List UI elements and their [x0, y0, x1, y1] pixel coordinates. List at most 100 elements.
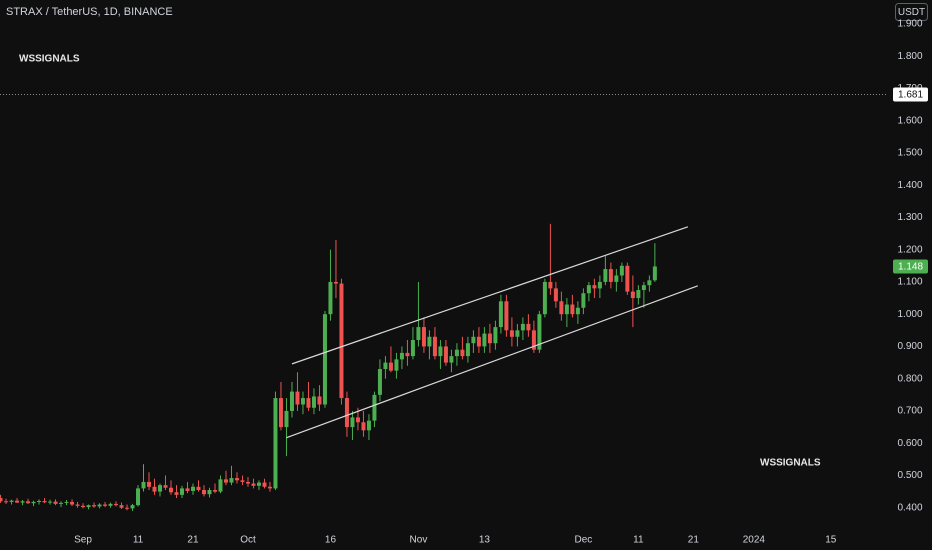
price-line-label: 1.681 — [898, 90, 923, 101]
candle-body — [388, 362, 393, 371]
candle-body — [498, 301, 503, 328]
candle-body — [284, 410, 289, 428]
candle-body — [471, 336, 476, 344]
candle-body — [273, 398, 278, 489]
candle-body — [559, 301, 564, 315]
candle-body — [234, 478, 239, 481]
candle-body — [597, 281, 602, 289]
y-tick-label: 0.400 — [897, 502, 922, 513]
candle-body — [64, 501, 69, 503]
x-tick-label: Dec — [574, 535, 592, 546]
candle-body — [438, 346, 443, 357]
x-tick-label: 16 — [325, 535, 337, 546]
channel-line — [286, 285, 698, 439]
candle-body — [443, 346, 448, 363]
candle-body — [366, 420, 371, 431]
x-tick-label: 2024 — [743, 535, 766, 546]
candle-body — [262, 482, 267, 487]
candle-body — [207, 490, 212, 495]
candle-body — [542, 281, 547, 315]
candle-body — [630, 291, 635, 299]
candle-body — [223, 479, 228, 483]
candle-body — [476, 336, 481, 347]
y-tick-label: 0.700 — [897, 406, 922, 417]
candle-body — [350, 417, 355, 428]
candle-body — [70, 501, 75, 505]
candle-body — [190, 486, 195, 491]
y-tick-label: 0.900 — [897, 341, 922, 352]
y-tick-label: 1.000 — [897, 309, 922, 320]
candle-body — [48, 501, 53, 503]
candle-body — [212, 490, 217, 492]
currency-box[interactable] — [895, 3, 928, 21]
candle-body — [136, 488, 141, 506]
candle-body — [328, 281, 333, 315]
candle-body — [201, 490, 206, 495]
candle-body — [493, 327, 498, 344]
candle-body — [454, 349, 459, 357]
y-tick-label: 1.300 — [897, 212, 922, 223]
candle-body — [37, 500, 42, 502]
x-tick-label: 21 — [187, 535, 199, 546]
y-tick-label: 0.500 — [897, 470, 922, 481]
candle-body — [603, 269, 608, 282]
x-tick-label: Sep — [74, 535, 92, 546]
candle-body — [245, 481, 250, 484]
candle-body — [119, 505, 124, 508]
candle-body — [399, 352, 404, 360]
candle-body — [564, 304, 569, 315]
candle-body — [278, 398, 283, 428]
channel-line — [291, 226, 689, 365]
y-tick-label: 1.100 — [897, 277, 922, 288]
candle-body — [125, 507, 130, 509]
candle-body — [619, 265, 624, 276]
candle-body — [377, 369, 382, 395]
candle-body — [553, 288, 558, 302]
candle-body — [465, 343, 470, 357]
candle-body — [130, 505, 135, 509]
watermark: WSSIGNALS — [19, 54, 80, 65]
candle-body — [179, 488, 184, 495]
candle-body — [295, 391, 300, 405]
candle-body — [537, 314, 542, 350]
x-tick-label: 11 — [133, 535, 144, 546]
candle-body — [592, 285, 597, 289]
candle-body — [92, 505, 97, 507]
candle-body — [355, 417, 360, 423]
candle-body — [103, 504, 108, 506]
candle-body — [449, 356, 454, 363]
candle-body — [504, 301, 509, 331]
candle-body — [81, 505, 86, 508]
candle-body — [487, 333, 492, 344]
price-line-box — [893, 87, 928, 102]
candle-body — [163, 485, 168, 488]
candle-body — [548, 281, 553, 289]
candle-body — [158, 485, 163, 492]
x-tick-label: 11 — [633, 535, 644, 546]
last-price-label: 1.148 — [898, 262, 923, 273]
candle-body — [114, 503, 119, 506]
candle-body — [0, 498, 3, 502]
y-tick-label: 1.800 — [897, 51, 922, 62]
candle-body — [75, 504, 80, 506]
candle-body — [289, 391, 294, 411]
candle-body — [482, 333, 487, 347]
candle-body — [240, 480, 245, 482]
candle-body — [581, 293, 586, 308]
candle-body — [520, 323, 525, 331]
y-tick-label: 1.600 — [897, 115, 922, 126]
watermark: WSSIGNALS — [760, 458, 821, 469]
x-tick-label: 15 — [825, 535, 837, 546]
candle-body — [322, 314, 327, 405]
candle-body — [256, 482, 261, 486]
candle-body — [344, 398, 349, 428]
candle-body — [306, 398, 311, 408]
candle-body — [421, 327, 426, 347]
currency-label[interactable]: USDT — [898, 7, 925, 18]
y-tick-label: 1.200 — [897, 244, 922, 255]
candle-body — [317, 396, 322, 405]
y-tick-label: 1.500 — [897, 148, 922, 159]
candle-body — [15, 500, 20, 503]
